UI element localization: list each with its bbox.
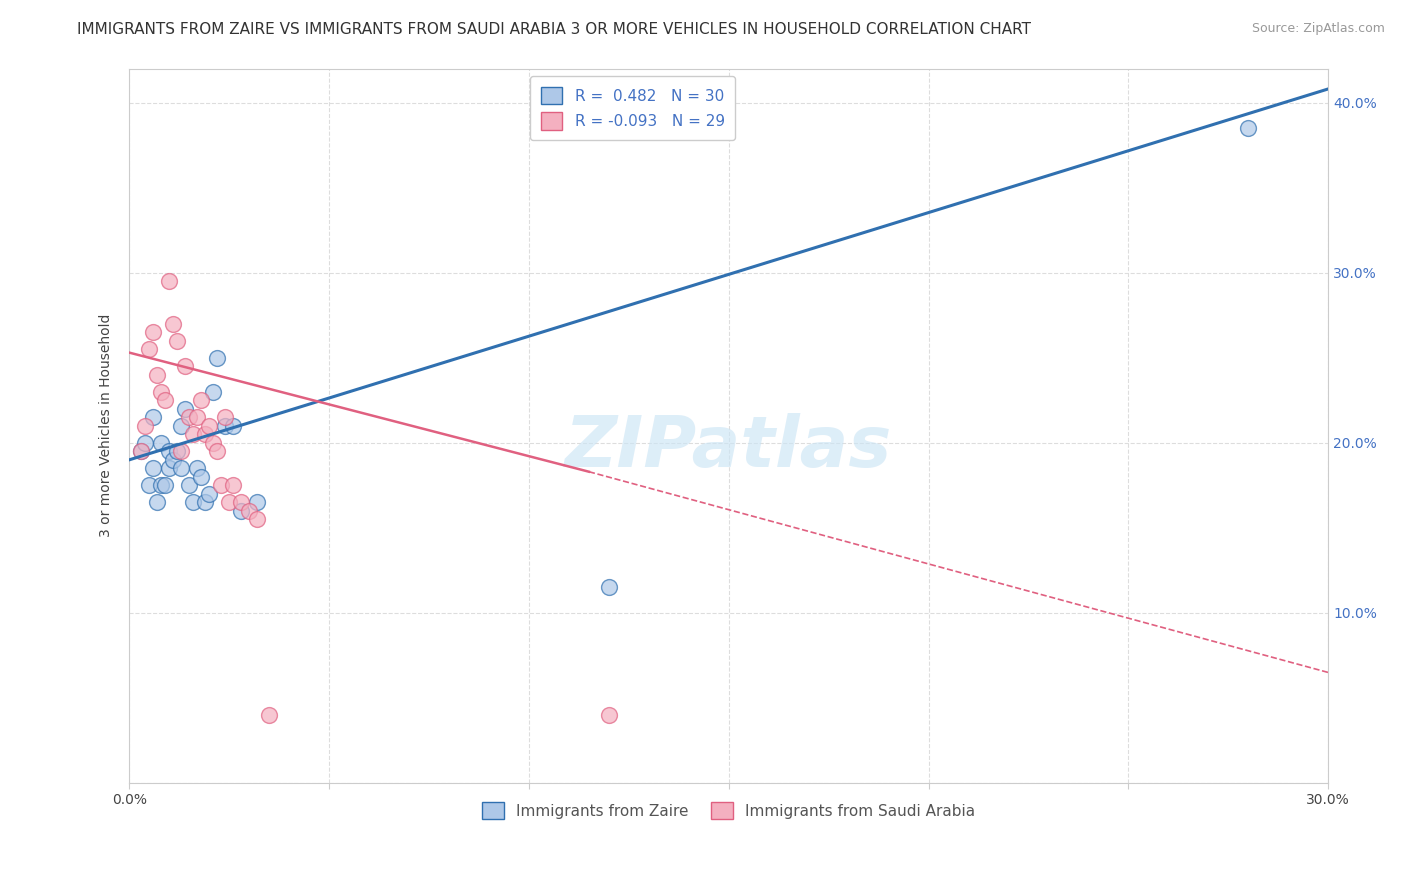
Point xyxy=(231,504,253,518)
Point xyxy=(202,384,225,399)
Point xyxy=(162,452,184,467)
Point xyxy=(198,487,221,501)
Point xyxy=(207,444,229,458)
Point xyxy=(257,708,280,723)
Point xyxy=(598,708,620,723)
Point xyxy=(214,410,236,425)
Point xyxy=(246,495,269,509)
Text: IMMIGRANTS FROM ZAIRE VS IMMIGRANTS FROM SAUDI ARABIA 3 OR MORE VEHICLES IN HOUS: IMMIGRANTS FROM ZAIRE VS IMMIGRANTS FROM… xyxy=(77,22,1032,37)
Point xyxy=(186,461,208,475)
Point xyxy=(150,435,173,450)
Point xyxy=(238,504,260,518)
Point xyxy=(207,351,229,365)
Point xyxy=(162,317,184,331)
Point xyxy=(174,359,197,374)
Point xyxy=(146,368,169,382)
Point xyxy=(131,444,153,458)
Point xyxy=(179,410,201,425)
Legend: Immigrants from Zaire, Immigrants from Saudi Arabia: Immigrants from Zaire, Immigrants from S… xyxy=(477,796,981,825)
Point xyxy=(142,410,165,425)
Point xyxy=(142,325,165,339)
Point xyxy=(155,478,177,492)
Point xyxy=(598,581,620,595)
Point xyxy=(155,393,177,408)
Point xyxy=(190,393,212,408)
Point xyxy=(150,478,173,492)
Point xyxy=(186,410,208,425)
Point xyxy=(202,435,225,450)
Point xyxy=(231,495,253,509)
Point xyxy=(181,495,204,509)
Point xyxy=(246,512,269,526)
Point xyxy=(157,274,180,288)
Point xyxy=(1237,121,1260,136)
Y-axis label: 3 or more Vehicles in Household: 3 or more Vehicles in Household xyxy=(100,314,114,538)
Point xyxy=(170,444,193,458)
Text: ZIPatlas: ZIPatlas xyxy=(565,413,893,482)
Point xyxy=(174,401,197,416)
Point xyxy=(150,384,173,399)
Point xyxy=(179,478,201,492)
Point xyxy=(209,478,232,492)
Point xyxy=(131,444,153,458)
Point xyxy=(138,478,160,492)
Point xyxy=(134,418,156,433)
Point xyxy=(198,418,221,433)
Point xyxy=(146,495,169,509)
Point xyxy=(142,461,165,475)
Point xyxy=(138,343,160,357)
Point xyxy=(166,334,188,348)
Point xyxy=(190,470,212,484)
Point xyxy=(157,444,180,458)
Point xyxy=(181,427,204,442)
Point xyxy=(194,427,217,442)
Point xyxy=(170,418,193,433)
Point xyxy=(222,478,245,492)
Point xyxy=(222,418,245,433)
Point xyxy=(218,495,240,509)
Point xyxy=(166,444,188,458)
Point xyxy=(214,418,236,433)
Point xyxy=(134,435,156,450)
Point xyxy=(170,461,193,475)
Point xyxy=(194,495,217,509)
Point xyxy=(157,461,180,475)
Text: Source: ZipAtlas.com: Source: ZipAtlas.com xyxy=(1251,22,1385,36)
